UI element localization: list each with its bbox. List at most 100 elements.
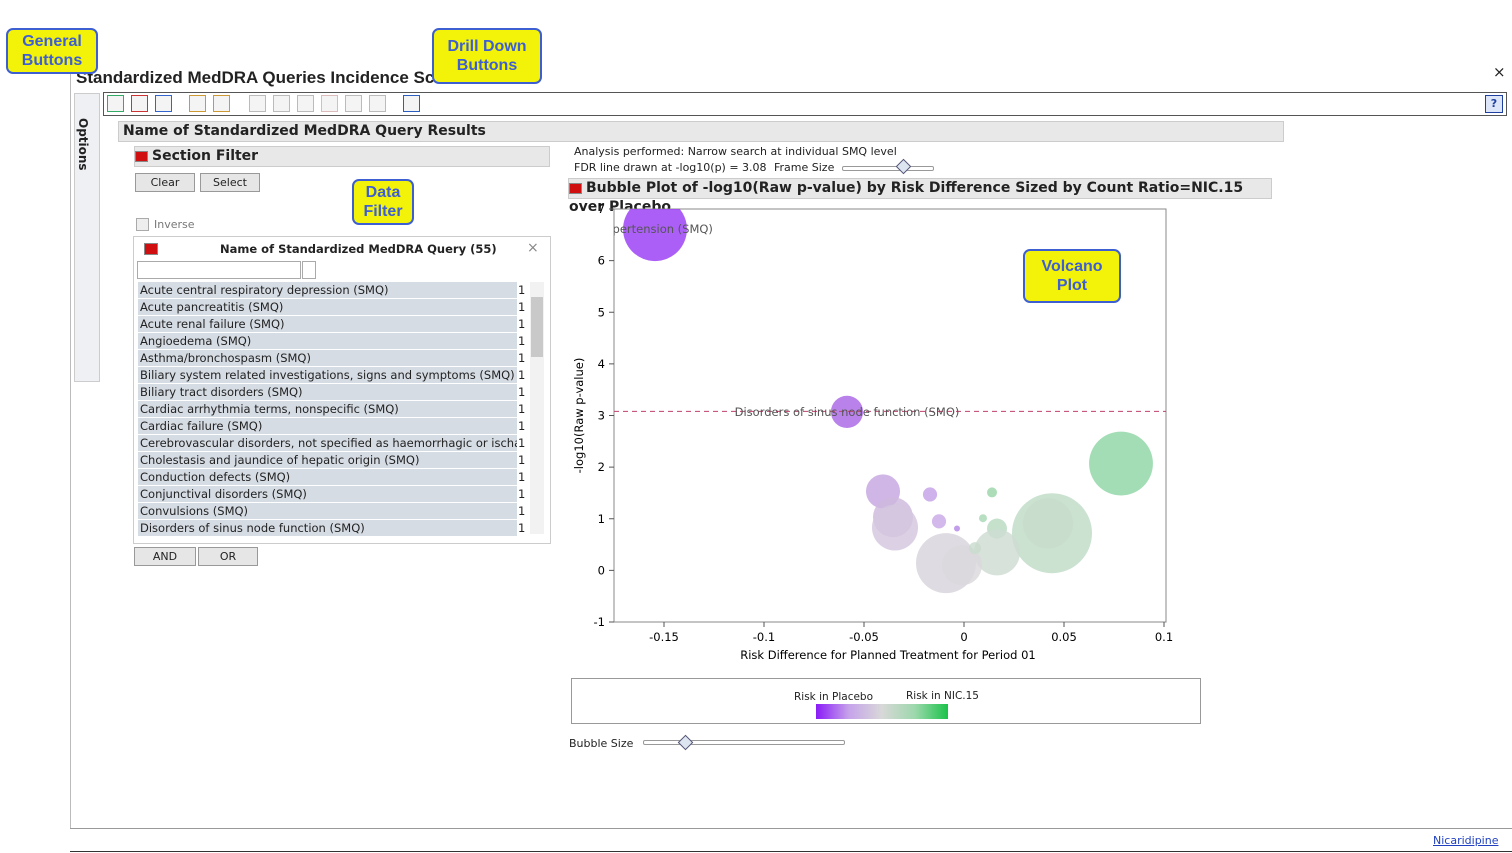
callout-general: General Buttons <box>6 28 98 74</box>
footer-link[interactable]: Nicaridipine <box>1433 834 1499 847</box>
report-header[interactable]: Name of Standardized MedDRA Query Result… <box>118 121 1284 142</box>
legend-low: Risk in Placebo <box>794 691 874 703</box>
bubble <box>830 395 864 429</box>
filter-item[interactable]: Cerebrovascular disorders, not specified… <box>138 435 517 451</box>
y-tick-label: 6 <box>598 254 605 268</box>
y-tick-label: 2 <box>598 460 605 474</box>
options-label: Options <box>76 118 90 171</box>
x-tick-label: -0.15 <box>649 630 679 644</box>
filter-count: 1 <box>518 402 526 416</box>
toolbar-button[interactable] <box>369 95 386 112</box>
point-label: Disorders of sinus node function (SMQ) <box>735 405 960 419</box>
y-axis-label: -log10(Raw p-value) <box>572 358 586 474</box>
y-tick-label: -1 <box>594 615 605 629</box>
filter-item[interactable]: Cardiac failure (SMQ) <box>138 418 517 434</box>
filter-count: 1 <box>518 487 526 501</box>
options-tab[interactable] <box>74 93 100 382</box>
filter-item[interactable]: Asthma/bronchospasm (SMQ) <box>138 350 517 366</box>
filter-count: 1 <box>518 334 526 348</box>
point-label: Hypertension (SMQ) <box>597 222 713 236</box>
legend-gradient <box>816 704 948 719</box>
toolbar-button[interactable] <box>321 95 338 112</box>
toolbar-button[interactable] <box>273 95 290 112</box>
red-triangle[interactable] <box>569 182 582 194</box>
bubble-size-slider[interactable] <box>643 740 845 745</box>
toolbar-button[interactable] <box>403 95 420 112</box>
and-button[interactable]: AND <box>134 547 196 566</box>
bubble-size-label: Bubble Size <box>569 737 634 750</box>
callout-data-filter: Data Filter <box>352 179 414 225</box>
search-box[interactable] <box>137 261 301 279</box>
filter-item[interactable]: Biliary tract disorders (SMQ) <box>138 384 517 400</box>
filter-item[interactable]: Convulsions (SMQ) <box>138 503 517 519</box>
window-title: Standardized MedDRA Queries Incidence Sc… <box>76 68 471 87</box>
filter-item[interactable]: Cardiac arrhythmia terms, nonspecific (S… <box>138 401 517 417</box>
x-tick-label: 0 <box>960 630 967 644</box>
filter-item[interactable]: Conduction defects (SMQ) <box>138 469 517 485</box>
bubble <box>954 525 960 532</box>
help-button[interactable]: ? <box>1485 95 1503 113</box>
plot-area: Hypertension (SMQ) Disorders of sinus nod… <box>597 209 1166 594</box>
filter-item[interactable]: Angioedema (SMQ) <box>138 333 517 349</box>
callout-volcano: Volcano Plot <box>1023 249 1121 303</box>
search-dropdown[interactable] <box>302 261 316 279</box>
toolbar-button[interactable] <box>131 95 148 112</box>
filter-count: 1 <box>518 470 526 484</box>
bubble <box>969 542 981 555</box>
callout-drill-down: Drill Down Buttons <box>432 28 542 84</box>
footer-bar <box>70 828 1512 852</box>
x-tick-label: -0.1 <box>753 630 775 644</box>
or-button[interactable]: OR <box>198 547 258 566</box>
close-button[interactable]: × <box>1493 63 1506 81</box>
bubble <box>973 529 1021 576</box>
inverse-checkbox[interactable] <box>136 218 149 231</box>
toolbar-button[interactable] <box>107 95 124 112</box>
filter-item[interactable]: Acute renal failure (SMQ) <box>138 316 517 332</box>
select-button[interactable]: Select <box>200 173 260 192</box>
filter-item[interactable]: Cholestasis and jaundice of hepatic orig… <box>138 452 517 468</box>
bubble <box>987 487 997 498</box>
filter-count: 1 <box>518 368 526 382</box>
bubble <box>871 504 919 551</box>
filter-count: 1 <box>518 504 526 518</box>
toolbar-button[interactable] <box>297 95 314 112</box>
filter-count: 1 <box>518 521 526 535</box>
plot-header[interactable]: Bubble Plot of -log10(Raw p-value) by Ri… <box>568 178 1272 215</box>
bubble <box>1089 431 1153 496</box>
toolbar-button[interactable] <box>155 95 172 112</box>
filter-count: 1 <box>518 300 526 314</box>
toolbar-button[interactable] <box>189 95 206 112</box>
filter-item[interactable]: Disorders of sinus node function (SMQ) <box>138 520 517 536</box>
filter-close[interactable]: × <box>527 240 539 256</box>
filter-item[interactable]: Biliary system related investigations, s… <box>138 367 517 383</box>
red-triangle[interactable] <box>135 150 148 162</box>
toolbar-button[interactable] <box>345 95 362 112</box>
toolbar-button[interactable] <box>213 95 230 112</box>
filter-menu[interactable] <box>144 243 158 255</box>
section-filter-title: Section Filter <box>152 148 259 164</box>
y-tick-label: 4 <box>598 357 605 371</box>
toolbar-button[interactable] <box>249 95 266 112</box>
analysis-text: Analysis performed: Narrow search at ind… <box>574 145 897 158</box>
filter-count: 1 <box>518 419 526 433</box>
bubble <box>979 514 987 523</box>
bubble <box>931 514 947 529</box>
filter-item[interactable]: Acute central respiratory depression (SM… <box>138 282 517 298</box>
y-tick-label: 3 <box>598 409 605 423</box>
filter-item[interactable]: Conjunctival disorders (SMQ) <box>138 486 517 502</box>
filter-list-title: Name of Standardized MedDRA Query (55) <box>220 242 497 256</box>
frame-size-slider[interactable] <box>842 166 934 171</box>
x-axis-label: Risk Difference for Planned Treatment fo… <box>740 648 1035 662</box>
filter-count: 1 <box>518 283 526 297</box>
section-filter-header[interactable]: Section Filter <box>134 146 550 167</box>
clear-button[interactable]: Clear <box>135 173 195 192</box>
y-tick-label: 5 <box>598 305 605 319</box>
y-tick-label: 0 <box>598 563 605 577</box>
bubble <box>623 209 687 262</box>
legend-high: Risk in NIC.15 <box>906 690 979 702</box>
inverse-label: Inverse <box>154 218 195 231</box>
fdr-text: FDR line drawn at -log10(p) = 3.08 <box>574 161 767 174</box>
scroll-thumb[interactable] <box>531 297 543 357</box>
filter-item[interactable]: Acute pancreatitis (SMQ) <box>138 299 517 315</box>
